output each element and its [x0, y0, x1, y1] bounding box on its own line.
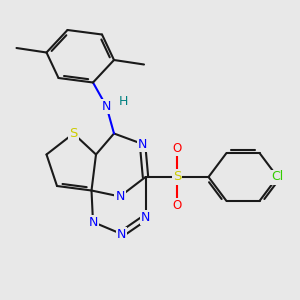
- Text: H: H: [118, 95, 128, 109]
- Text: N: N: [115, 190, 125, 203]
- Text: O: O: [172, 199, 182, 212]
- Text: S: S: [69, 127, 78, 140]
- Text: N: N: [88, 215, 98, 229]
- Text: Cl: Cl: [272, 170, 284, 184]
- Text: N: N: [117, 227, 126, 241]
- Text: N: N: [102, 100, 111, 113]
- Text: S: S: [173, 170, 181, 184]
- Text: N: N: [141, 211, 150, 224]
- Text: N: N: [138, 137, 147, 151]
- Text: O: O: [172, 142, 182, 155]
